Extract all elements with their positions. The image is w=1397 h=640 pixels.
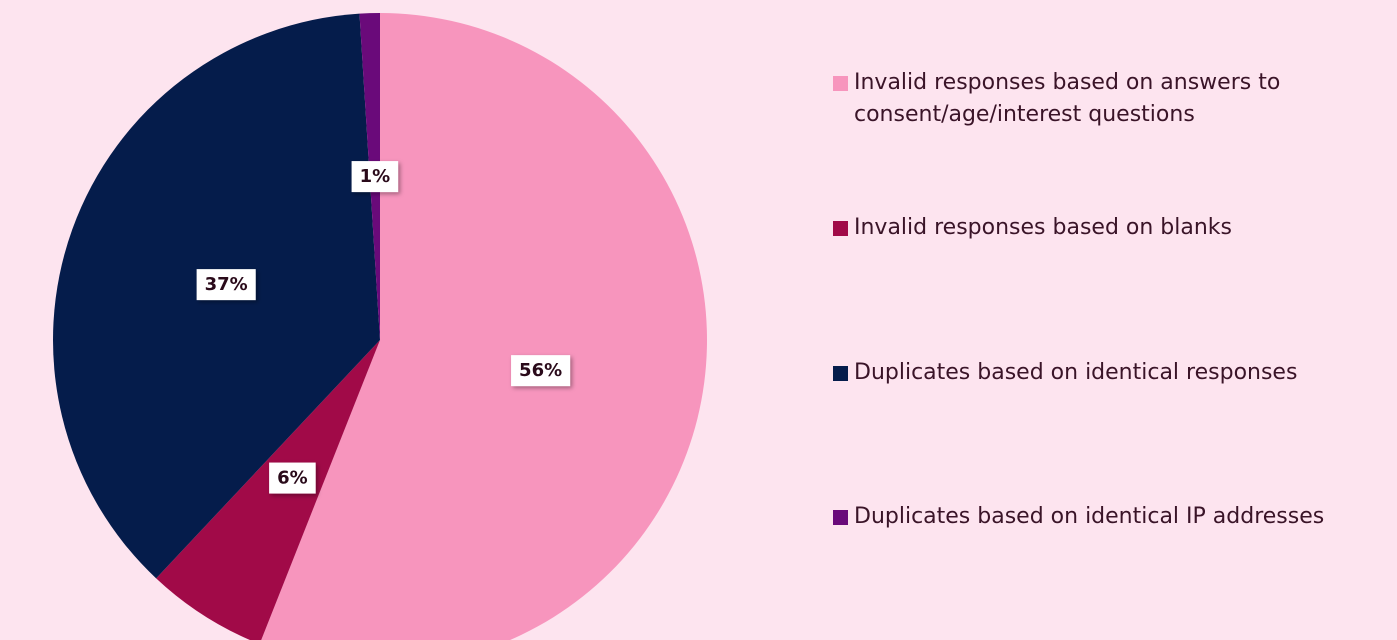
legend-swatch	[833, 510, 848, 525]
data-label: 6%	[269, 462, 316, 494]
legend-item: Invalid responses based on answers to co…	[833, 67, 1393, 131]
data-label: 56%	[511, 355, 571, 387]
legend-item: Duplicates based on identical IP address…	[833, 501, 1393, 533]
data-label-box	[269, 462, 316, 494]
data-label-text: 1%	[360, 166, 391, 187]
data-label: 37%	[196, 269, 256, 301]
legend-swatch	[833, 76, 848, 91]
legend-label: Duplicates based on identical responses	[854, 360, 1298, 385]
legend-label: Invalid responses based on answers to co…	[854, 70, 1281, 127]
pie-slice	[261, 13, 707, 640]
legend-item: Duplicates based on identical responses	[833, 357, 1393, 389]
legend-item: Invalid responses based on blanks	[833, 212, 1393, 244]
pie-slice	[156, 340, 380, 640]
legend-label: Duplicates based on identical IP address…	[854, 504, 1325, 529]
legend-label: Invalid responses based on blanks	[854, 215, 1232, 240]
data-label-box	[351, 161, 399, 193]
data-label: 1%	[351, 161, 399, 193]
legend-swatch	[833, 221, 848, 236]
data-label-text: 6%	[277, 468, 308, 489]
data-label-text: 56%	[519, 360, 562, 381]
data-label-box	[196, 269, 256, 301]
data-label-box	[511, 355, 571, 387]
data-label-text: 37%	[205, 274, 248, 295]
legend-swatch	[833, 366, 848, 381]
